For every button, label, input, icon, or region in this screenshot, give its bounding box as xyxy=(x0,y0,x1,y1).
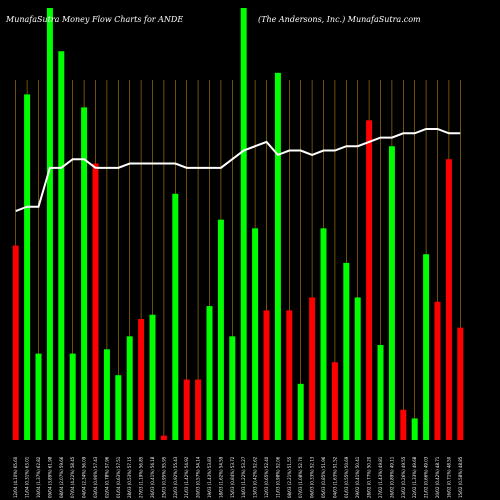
x-tick-label: 05/03 (0.85%) 51.96 xyxy=(321,456,326,498)
money-flow-bar xyxy=(35,353,42,440)
money-flow-bar xyxy=(126,336,133,440)
money-flow-bars xyxy=(12,8,464,441)
money-flow-bar xyxy=(252,228,259,440)
money-flow-bar xyxy=(138,319,145,440)
x-tick-label: 08/04 (2.07%) 59.66 xyxy=(59,456,64,498)
money-flow-bar xyxy=(411,418,418,440)
money-flow-bar xyxy=(58,51,65,440)
x-tick-label: 27/03 (1.19%) 56.85 xyxy=(139,456,144,498)
x-tick-label: 02/04 (0.78%) 57.96 xyxy=(104,456,109,498)
money-flow-bar xyxy=(297,383,304,440)
x-tick-label: 28/02 (0.77%) 50.20 xyxy=(367,456,372,498)
money-flow-line xyxy=(15,127,461,212)
money-flow-bar xyxy=(445,159,452,440)
x-tick-label: 11/04 (0.31%) 63.01 xyxy=(25,456,30,498)
x-tick-label: 10/04 (1.37%) 62.82 xyxy=(36,456,41,498)
x-tick-label: 20/03 (0.57%) 54.14 xyxy=(196,456,201,498)
x-tick-label: 04/03 (1.63%) 51.52 xyxy=(332,456,337,498)
chart-title: MunafaSutra Money Flow Charts for ANDE xyxy=(5,15,183,24)
x-tick-label: 08/03 (2.21%) 51.55 xyxy=(287,456,292,498)
x-tick-label: 15/03 (0.84%) 53.72 xyxy=(230,456,235,498)
x-tick-label: 01/04 (0.63%) 57.51 xyxy=(116,456,121,498)
x-tick-label: 07/04 (4.22%) 58.45 xyxy=(70,456,75,498)
money-flow-bar xyxy=(172,193,179,440)
money-flow-bar xyxy=(115,375,122,440)
x-tick-label: 21/02 (0.66%) 49.03 xyxy=(424,456,429,498)
money-flow-bar xyxy=(423,254,430,440)
x-tick-label: 27/02 (1.43%) 49.81 xyxy=(378,456,383,498)
money-flow-bar xyxy=(81,107,88,441)
money-flow-bar xyxy=(320,228,327,440)
x-tick-label: 26/02 (0.89%) 49.11 xyxy=(389,456,394,498)
money-flow-bar xyxy=(377,344,384,440)
money-flow-bar xyxy=(160,435,167,440)
money-flow-bar xyxy=(12,245,19,440)
money-flow-bar xyxy=(400,409,407,440)
x-tick-label: 15/02 (0.58%) 48.85 xyxy=(458,456,463,498)
money-flow-bar xyxy=(92,163,99,440)
money-flow-bar xyxy=(195,379,202,440)
x-tick-label: 04/04 (2.34%) 56.09 xyxy=(82,456,87,498)
money-flow-bar xyxy=(263,310,270,440)
x-tick-label: 09/04 (3.89%) 61.98 xyxy=(47,456,52,498)
x-tick-label: 12/04 (4.10%) 65.60 xyxy=(13,456,18,498)
money-flow-bar xyxy=(457,327,464,440)
chart-subtitle: (The Andersons, Inc.) MunafaSutra.com xyxy=(258,15,421,24)
x-tick-label: 29/02 (0.41%) 50.41 xyxy=(355,456,360,498)
x-tick-label: 12/03 (0.65%) 52.40 xyxy=(264,456,269,498)
money-flow-bar xyxy=(309,297,316,440)
x-tick-label: 23/02 (0.26%) 49.55 xyxy=(401,456,406,498)
money-flow-bar xyxy=(388,146,395,441)
money-flow-bar xyxy=(274,72,281,441)
x-tick-label: 20/02 (0.42%) 48.71 xyxy=(435,456,440,498)
money-flow-bar xyxy=(331,362,338,440)
x-tick-label: 26/03 (0.41%) 56.18 xyxy=(150,456,155,498)
money-flow-bar xyxy=(286,310,293,440)
money-flow-bar xyxy=(343,262,350,440)
x-tick-label: 22/03 (0.92%) 55.43 xyxy=(173,456,178,498)
money-flow-bar xyxy=(103,349,110,440)
money-flow-bar xyxy=(229,336,236,440)
x-tick-label: 22/02 (1.33%) 49.68 xyxy=(412,456,417,498)
money-flow-bar xyxy=(240,8,247,440)
x-tick-label: 01/03 (0.55%) 50.69 xyxy=(344,456,349,498)
money-flow-bar xyxy=(206,306,213,440)
x-tick-labels: 12/04 (4.10%) 65.60 11/04 (0.31%) 63.01 10… xyxy=(13,456,463,498)
money-flow-bar xyxy=(46,8,53,440)
x-tick-label: 25/03 (0.95%) 55.95 xyxy=(161,456,166,498)
x-tick-label: 14/03 (1.22%) 53.27 xyxy=(241,456,246,498)
money-flow-bar xyxy=(183,379,190,440)
x-tick-label: 11/03 (0.98%) 52.06 xyxy=(275,456,280,498)
money-flow-bar xyxy=(217,219,224,440)
x-tick-label: 28/03 (0.53%) 57.15 xyxy=(127,456,132,498)
x-tick-label: 03/04 (0.90%) 57.43 xyxy=(93,456,98,498)
x-tick-label: 16/02 (0.71%) 48.50 xyxy=(446,456,451,498)
money-flow-bar xyxy=(434,301,441,440)
money-flow-bar xyxy=(354,297,361,440)
x-tick-label: 13/03 (0.42%) 52.62 xyxy=(253,456,258,498)
money-flow-bar xyxy=(149,314,156,440)
x-tick-label: 19/03 (1.43%) 53.83 xyxy=(207,456,212,498)
x-tick-label: 07/03 (1.08%) 52.70 xyxy=(298,456,303,498)
x-tick-label: 18/03 (1.62%) 54.59 xyxy=(218,456,223,498)
money-flow-bar xyxy=(366,120,373,440)
x-tick-label: 06/03 (0.33%) 52.13 xyxy=(310,456,315,498)
x-tick-label: 21/03 (1.42%) 54.92 xyxy=(184,456,189,498)
money-flow-bar xyxy=(69,353,76,440)
money-flow-bar xyxy=(24,94,31,441)
